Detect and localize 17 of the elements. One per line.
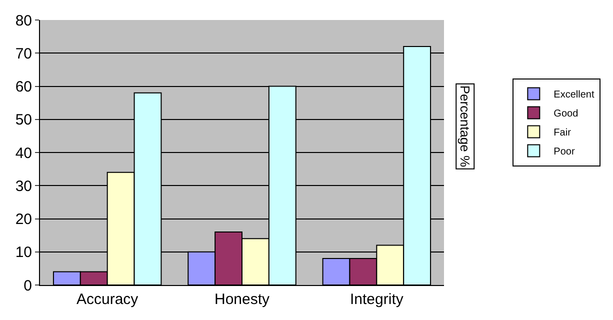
y-tick-label: 20 (15, 211, 32, 228)
x-tick-label: Honesty (214, 291, 270, 308)
y-tick-label: 40 (15, 144, 32, 162)
x-tick-label: Accuracy (76, 291, 139, 308)
y-tick-label: 60 (15, 78, 32, 96)
y-axis-title: Percentage % (458, 85, 473, 168)
x-tick-label: Integrity (350, 291, 404, 308)
y-tick-label: 30 (15, 178, 32, 195)
y-tick-label: 10 (15, 244, 32, 262)
legend-label: Fair (554, 128, 572, 139)
legend-label: Excellent (554, 90, 594, 101)
legend-label: Good (554, 108, 578, 120)
y-tick-label: 70 (15, 45, 32, 62)
y-tick-label: 0 (24, 277, 32, 294)
y-tick-label: 50 (15, 112, 32, 129)
legend-label: Poor (554, 146, 576, 158)
y-tick-label: 80 (15, 12, 32, 30)
